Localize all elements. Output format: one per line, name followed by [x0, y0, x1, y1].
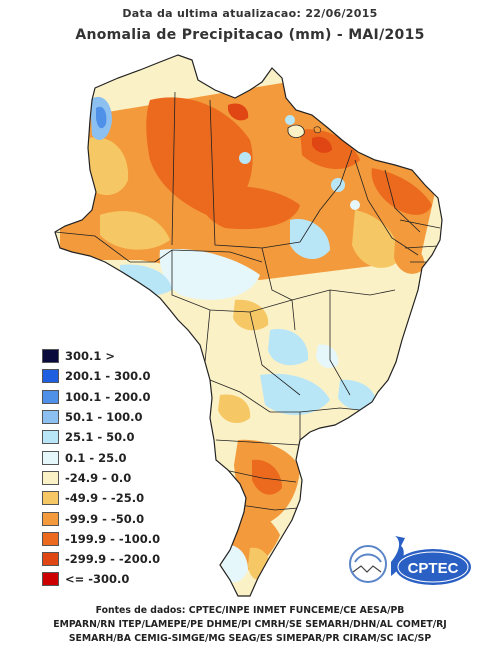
legend-item: -299.9 - -200.0: [42, 549, 160, 569]
legend-swatch: [42, 491, 59, 506]
legend-item: 50.1 - 100.0: [42, 407, 160, 427]
legend-label: -49.9 - -25.0: [65, 491, 145, 506]
map-title: Anomalia de Precipitacao (mm) - MAI/2015: [75, 27, 425, 43]
data-sources: Fontes de dados: CPTEC/INPE INMET FUNCEM…: [0, 604, 500, 646]
legend-swatch: [42, 470, 59, 485]
legend-item: -24.9 - 0.0: [42, 468, 160, 488]
logo-text: CPTEC: [408, 560, 459, 577]
legend-item: 0.1 - 25.0: [42, 447, 160, 467]
legend-label: -299.9 - -200.0: [65, 552, 161, 567]
legend-label: -24.9 - 0.0: [65, 470, 132, 485]
legend-label: -99.9 - -50.0: [65, 511, 145, 526]
legend-label: 50.1 - 100.0: [65, 410, 143, 425]
legend-swatch: [42, 552, 59, 567]
legend-item: -99.9 - -50.0: [42, 508, 160, 528]
legend-item: 25.1 - 50.0: [42, 427, 160, 447]
legend-label: 300.1 >: [65, 349, 116, 364]
sources-line: EMPARN/RN ITEP/LAMEPE/PE DHME/PI CMRH/SE…: [53, 619, 447, 630]
legend-label: <= -300.0: [65, 572, 130, 587]
legend-label: 100.1 - 200.0: [65, 389, 151, 404]
legend-item: -49.9 - -25.0: [42, 488, 160, 508]
legend-item: <= -300.0: [42, 569, 160, 589]
legend-swatch: [42, 511, 59, 526]
legend-item: -199.9 - -100.0: [42, 529, 160, 549]
legend-swatch: [42, 369, 59, 384]
legend-label: 25.1 - 50.0: [65, 430, 135, 445]
legend-item: 200.1 - 300.0: [42, 366, 160, 386]
legend-swatch: [42, 531, 59, 546]
legend-item: 300.1 >: [42, 346, 160, 366]
update-date: Data da ultima atualizacao: 22/06/2015: [122, 7, 378, 20]
legend: 300.1 > 200.1 - 300.0 100.1 - 200.0 50.1…: [42, 346, 160, 590]
legend-label: 0.1 - 25.0: [65, 450, 127, 465]
legend-swatch: [42, 450, 59, 465]
legend-swatch: [42, 389, 59, 404]
legend-item: 100.1 - 200.0: [42, 387, 160, 407]
precipitation-anomaly-map: [54, 54, 443, 597]
sources-line: Fontes de dados: CPTEC/INPE INMET FUNCEM…: [95, 605, 405, 616]
cptec-logo: CPTEC: [349, 536, 471, 585]
legend-swatch: [42, 572, 59, 587]
legend-swatch: [42, 430, 59, 445]
legend-label: -199.9 - -100.0: [65, 531, 161, 546]
legend-label: 200.1 - 300.0: [65, 369, 151, 384]
sources-line: SEMARH/BA CEMIG-SIMGE/MG SEAG/ES SIMEPAR…: [68, 633, 432, 644]
legend-swatch: [42, 349, 59, 364]
legend-swatch: [42, 410, 59, 425]
